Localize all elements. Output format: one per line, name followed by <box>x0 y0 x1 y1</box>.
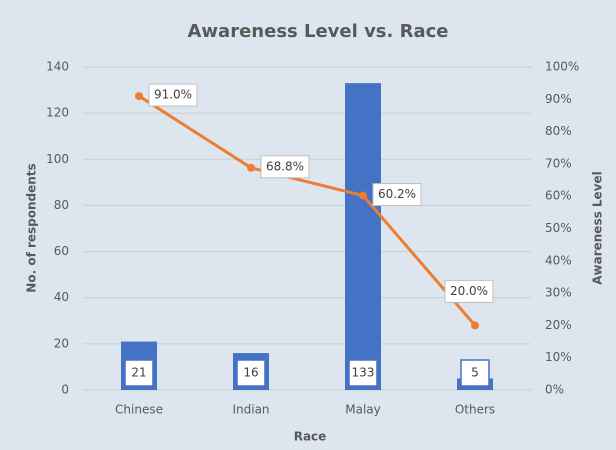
y2-tick-label: 10% <box>545 350 572 364</box>
x-tick-label: Indian <box>232 403 269 417</box>
bar-label-box <box>348 359 378 387</box>
y-tick-label: 20 <box>54 336 69 350</box>
line-point <box>247 163 255 172</box>
line-label: 91.0% <box>154 88 192 102</box>
bar <box>345 83 381 391</box>
line-point <box>135 92 143 101</box>
y2-tick-label: 90% <box>545 92 572 106</box>
x-axis-title: Race <box>294 430 327 444</box>
bar-label: 21 <box>131 366 146 380</box>
y-tick-label: 120 <box>46 106 69 120</box>
line-label: 20.0% <box>450 284 488 298</box>
line-point <box>359 191 367 200</box>
y-tick-label: 80 <box>54 198 69 212</box>
bar-label-box <box>460 359 490 387</box>
bar-label-box <box>236 359 266 387</box>
y2-tick-label: 30% <box>545 286 572 300</box>
x-tick-label: Malay <box>345 403 381 417</box>
y2-tick-label: 70% <box>545 156 572 170</box>
y2-tick-label: 40% <box>545 253 572 267</box>
bar-label: 5 <box>471 366 479 380</box>
line-label-box <box>148 83 198 107</box>
x-tick-label: Chinese <box>115 403 163 417</box>
bar-label: 16 <box>243 366 258 380</box>
line-label-box <box>260 155 310 179</box>
y2-tick-label: 50% <box>545 221 572 235</box>
line-label: 68.8% <box>266 159 304 173</box>
y2-tick-label: 80% <box>545 124 572 138</box>
y-axis-title: No. of respondents <box>25 163 39 292</box>
line-label-box <box>444 279 494 303</box>
chart-title: Awareness Level vs. Race <box>188 21 449 42</box>
bar-label: 133 <box>352 366 375 380</box>
y2-tick-label: 60% <box>545 189 572 203</box>
y2-tick-label: 20% <box>545 318 572 332</box>
y2-tick-label: 100% <box>545 60 579 74</box>
line <box>138 94 477 327</box>
x-tick-label: Others <box>455 403 495 417</box>
y-tick-label: 40 <box>54 290 69 304</box>
y-tick-label: 100 <box>46 152 69 166</box>
y2-axis-title: Awareness Level <box>591 171 605 285</box>
y-tick-label: 60 <box>54 244 69 258</box>
line-label-box <box>372 183 422 207</box>
line-label: 60.2% <box>378 187 416 201</box>
y-tick-label: 140 <box>46 60 69 74</box>
bar-label-box <box>124 359 154 387</box>
y-tick-label: 0 <box>61 383 69 397</box>
y2-tick-label: 0% <box>545 383 564 397</box>
line-point <box>471 321 479 330</box>
